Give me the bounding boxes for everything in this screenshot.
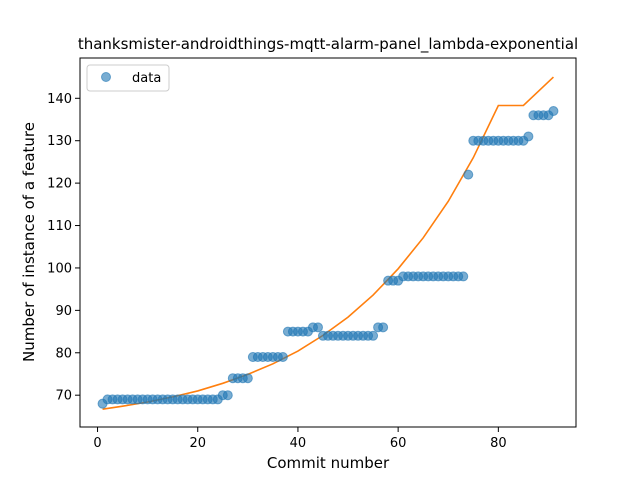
y-tick-label: 70 [55, 389, 72, 404]
data-point [242, 373, 253, 384]
legend: data [86, 64, 170, 92]
y-tick-label: 100 [47, 261, 72, 276]
x-axis-ticks: 0 20 40 60 80 [93, 427, 507, 451]
y-tick-label: 140 [47, 92, 72, 107]
y-tick-label: 110 [47, 219, 72, 234]
plot-frame [79, 57, 577, 428]
x-tick-label: 0 [93, 436, 101, 451]
y-tick-label: 90 [55, 304, 72, 319]
x-tick-label: 80 [490, 436, 507, 451]
data-point [378, 322, 389, 333]
legend-label-data: data [132, 71, 161, 86]
chart-title: thanksmister-androidthings-mqtt-alarm-pa… [78, 35, 578, 54]
data-point [368, 330, 379, 341]
y-tick-label: 80 [55, 346, 72, 361]
data-point [312, 322, 323, 333]
y-axis-label: Number of instance of a feature [20, 122, 38, 362]
y-tick-label: 120 [47, 177, 72, 192]
legend-box [86, 64, 170, 92]
data-point [463, 169, 474, 180]
data-points-layer [97, 106, 559, 409]
data-point [277, 352, 288, 363]
data-point [523, 131, 534, 142]
data-point [548, 106, 559, 117]
x-tick-label: 20 [189, 436, 206, 451]
legend-marker-data [101, 72, 111, 82]
data-point [222, 390, 233, 401]
y-axis-ticks: 70 80 90 100 110 120 130 140 [47, 92, 80, 404]
x-axis-label: Commit number [267, 454, 390, 472]
x-tick-label: 40 [290, 436, 307, 451]
x-tick-label: 60 [390, 436, 407, 451]
data-point [458, 271, 469, 282]
y-tick-label: 130 [47, 134, 72, 149]
